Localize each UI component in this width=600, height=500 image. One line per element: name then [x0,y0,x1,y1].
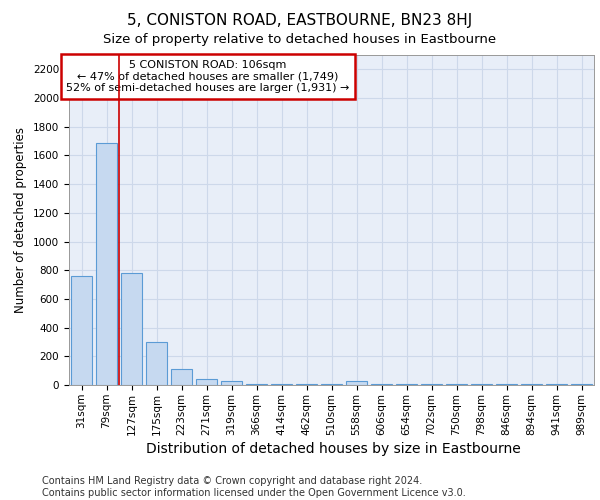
Bar [196,380,217,385]
Bar [396,384,417,385]
Bar [246,384,267,385]
Bar [321,384,342,385]
Bar [296,384,317,385]
Bar [71,276,92,385]
Bar [121,273,142,385]
Bar [521,384,542,385]
Bar [146,342,167,385]
Bar [171,369,192,385]
Text: Size of property relative to detached houses in Eastbourne: Size of property relative to detached ho… [103,32,497,46]
Bar [446,384,467,385]
Text: 5, CONISTON ROAD, EASTBOURNE, BN23 8HJ: 5, CONISTON ROAD, EASTBOURNE, BN23 8HJ [127,12,473,28]
Text: 5 CONISTON ROAD: 106sqm
← 47% of detached houses are smaller (1,749)
52% of semi: 5 CONISTON ROAD: 106sqm ← 47% of detache… [67,60,350,93]
Bar [371,384,392,385]
Bar [271,384,292,385]
Text: Contains HM Land Registry data © Crown copyright and database right 2024.
Contai: Contains HM Land Registry data © Crown c… [42,476,466,498]
Bar [221,380,242,385]
Y-axis label: Number of detached properties: Number of detached properties [14,127,28,313]
Bar [496,384,517,385]
Bar [571,384,592,385]
Bar [471,384,492,385]
Bar [546,384,567,385]
Bar [346,380,367,385]
Text: Distribution of detached houses by size in Eastbourne: Distribution of detached houses by size … [146,442,520,456]
Bar [96,142,117,385]
Bar [421,384,442,385]
